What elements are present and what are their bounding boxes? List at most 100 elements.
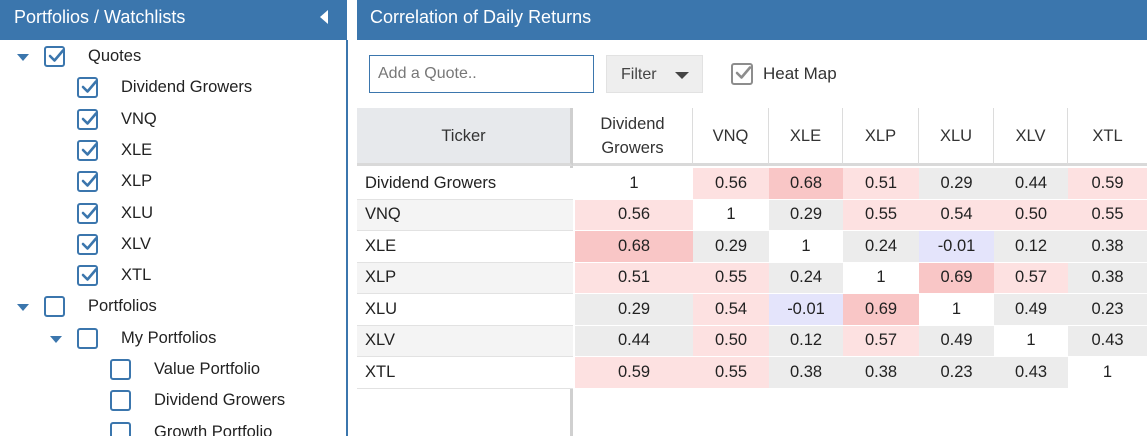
correlation-cell[interactable]: -0.01 <box>919 231 994 263</box>
tree-item-checkbox[interactable] <box>77 327 98 349</box>
panel-header: Portfolios / Watchlists <box>0 0 347 40</box>
correlation-cell[interactable]: 0.29 <box>919 168 994 200</box>
tree-item-checkbox[interactable] <box>44 46 65 67</box>
correlation-cell[interactable]: 1 <box>693 199 769 231</box>
correlation-cell[interactable]: 0.68 <box>575 231 693 263</box>
correlation-cell[interactable]: 0.24 <box>769 262 843 294</box>
row-ticker-label[interactable]: XLP <box>357 262 573 294</box>
correlation-cell[interactable]: 0.55 <box>693 357 769 389</box>
correlation-cell[interactable]: 0.23 <box>1068 294 1147 326</box>
correlation-cell[interactable]: 0.59 <box>1068 168 1147 200</box>
tree-item-checkbox[interactable] <box>77 265 98 287</box>
correlation-cell[interactable]: 0.38 <box>1068 262 1147 294</box>
correlation-cell[interactable]: 0.69 <box>843 294 919 326</box>
correlation-cell[interactable]: 0.68 <box>769 168 843 200</box>
tree-item[interactable]: Portfolios <box>0 294 345 322</box>
tree-item[interactable]: My Portfolios <box>0 326 345 354</box>
correlation-cell[interactable]: 0.29 <box>769 199 843 231</box>
correlation-cell[interactable]: 0.55 <box>1068 199 1147 231</box>
row-ticker-label[interactable]: XTL <box>357 357 573 389</box>
tree-item[interactable]: Growth Portfolio <box>0 420 345 436</box>
chevron-left-icon[interactable] <box>320 10 328 24</box>
correlation-cell[interactable]: 0.38 <box>769 357 843 389</box>
column-header[interactable]: VNQ <box>693 108 769 166</box>
row-ticker-label[interactable]: XLU <box>357 294 573 326</box>
column-header[interactable]: XLU <box>919 108 994 166</box>
correlation-cell[interactable]: 0.23 <box>919 357 994 389</box>
tree-item-checkbox[interactable] <box>77 202 98 224</box>
ticker-column-header[interactable]: Ticker <box>357 108 573 166</box>
correlation-cell[interactable]: 0.51 <box>843 168 919 200</box>
tree-item[interactable]: Quotes <box>0 44 345 72</box>
tree-item-checkbox[interactable] <box>77 233 98 255</box>
correlation-cell[interactable]: 0.49 <box>919 325 994 357</box>
correlation-cell[interactable]: 0.12 <box>994 231 1068 263</box>
correlation-cell[interactable]: 1 <box>575 168 693 200</box>
tree-item-checkbox[interactable] <box>77 171 98 193</box>
correlation-cell[interactable]: 0.51 <box>575 262 693 294</box>
tree-item[interactable]: XLU <box>0 201 345 229</box>
correlation-cell[interactable]: 0.49 <box>994 294 1068 326</box>
tree-item-checkbox[interactable] <box>44 296 65 318</box>
column-header[interactable]: XLP <box>843 108 919 166</box>
correlation-cell[interactable]: 1 <box>994 325 1068 357</box>
tree-item[interactable]: XTL <box>0 263 345 291</box>
row-ticker-label[interactable]: Dividend Growers <box>357 168 573 200</box>
correlation-cell[interactable]: 1 <box>1068 357 1147 389</box>
column-header[interactable]: XLE <box>769 108 843 166</box>
tree-item[interactable]: Dividend Growers <box>0 388 345 416</box>
correlation-cell[interactable]: 1 <box>769 231 843 263</box>
correlation-cell[interactable]: 0.38 <box>1068 231 1147 263</box>
tree-item-label: Growth Portfolio <box>154 422 273 436</box>
tree-item-checkbox[interactable] <box>77 77 98 99</box>
caret-down-icon[interactable] <box>17 54 29 61</box>
correlation-cell[interactable]: 0.69 <box>919 262 994 294</box>
correlation-cell[interactable]: 1 <box>843 262 919 294</box>
correlation-cell[interactable]: 0.57 <box>994 262 1068 294</box>
correlation-cell[interactable]: 0.29 <box>693 231 769 263</box>
caret-down-icon[interactable] <box>17 304 29 312</box>
tree-item[interactable]: XLP <box>0 169 345 197</box>
tree-item-checkbox[interactable] <box>77 108 98 130</box>
column-header[interactable]: XLV <box>994 108 1068 166</box>
tree-item[interactable]: XLV <box>0 232 345 260</box>
correlation-cell[interactable]: 0.54 <box>919 199 994 231</box>
column-header[interactable]: XTL <box>1068 108 1147 166</box>
correlation-cell[interactable]: 0.56 <box>575 199 693 231</box>
correlation-cell[interactable]: 0.57 <box>843 325 919 357</box>
correlation-cell[interactable]: 0.55 <box>843 199 919 231</box>
tree-item-checkbox[interactable] <box>110 359 131 380</box>
correlation-cell[interactable]: 0.43 <box>994 357 1068 389</box>
correlation-cell[interactable]: 0.55 <box>693 262 769 294</box>
row-ticker-label[interactable]: XLE <box>357 231 573 263</box>
correlation-cell[interactable]: 0.50 <box>693 325 769 357</box>
heat-map-checkbox[interactable] <box>731 63 753 85</box>
correlation-cell[interactable]: -0.01 <box>769 294 843 326</box>
correlation-cell[interactable]: 0.43 <box>1068 325 1147 357</box>
correlation-cell[interactable]: 0.50 <box>994 199 1068 231</box>
correlation-cell[interactable]: 0.12 <box>769 325 843 357</box>
correlation-cell[interactable]: 0.29 <box>575 294 693 326</box>
tree-item[interactable]: XLE <box>0 138 345 166</box>
correlation-cell[interactable]: 0.56 <box>693 168 769 200</box>
correlation-cell[interactable]: 0.54 <box>693 294 769 326</box>
correlation-cell[interactable]: 1 <box>919 294 994 326</box>
filter-dropdown-button[interactable]: Filter <box>606 55 703 93</box>
caret-down-icon[interactable] <box>50 335 62 343</box>
correlation-cell[interactable]: 0.38 <box>843 357 919 389</box>
add-quote-input[interactable] <box>369 55 594 93</box>
tree-item-checkbox[interactable] <box>110 390 131 412</box>
row-ticker-label[interactable]: XLV <box>357 325 573 357</box>
tree-item-checkbox[interactable] <box>110 421 131 436</box>
correlation-cell[interactable]: 0.24 <box>843 231 919 263</box>
column-header[interactable]: Dividend Growers <box>573 108 693 166</box>
row-ticker-label[interactable]: VNQ <box>357 199 573 231</box>
tree-item[interactable]: Value Portfolio <box>0 357 345 385</box>
tree-item[interactable]: Dividend Growers <box>0 75 345 103</box>
tree-item[interactable]: VNQ <box>0 107 345 135</box>
correlation-cell[interactable]: 0.59 <box>575 357 693 389</box>
correlation-cell[interactable]: 0.44 <box>994 168 1068 200</box>
tree-item-label: My Portfolios <box>121 328 217 347</box>
correlation-cell[interactable]: 0.44 <box>575 325 693 357</box>
tree-item-checkbox[interactable] <box>77 139 98 161</box>
